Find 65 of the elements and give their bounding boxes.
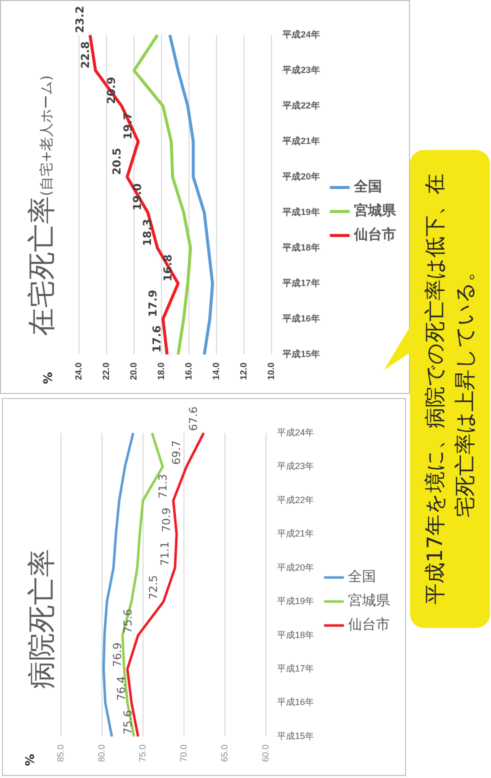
data-label: 22.8 [78,41,92,68]
y-tick-label: 平成18年 [276,630,314,640]
y-tick-label: 平成20年 [276,562,314,572]
text: 平成17年を境に、病院での死亡率は低下、在宅死亡率は上昇している。 [410,150,490,628]
data-label: 17.9 [146,290,160,317]
data-label: 16.8 [161,254,174,282]
y-tick-label: 平成20年 [282,171,320,182]
legend-label: 仙台市 [348,617,390,634]
data-label: 70.9 [160,508,173,532]
data-label: 23.2 [73,6,86,33]
x-tick-label: 80.0 [96,744,106,762]
x-tick-label: 85.0 [55,744,66,762]
data-label: 75.6 [121,608,134,634]
legend-label: 仙台市 [352,226,396,244]
legend-label: 全国 [352,179,382,196]
y-tick-label: 平成17年 [282,278,320,288]
y-tick-label: 平成16年 [282,313,320,324]
data-label: 19.0 [131,183,144,210]
legend-label: 宮城県 [354,202,397,220]
x-tick-label: 60.0 [260,744,270,762]
y-tick-label: 平成15年 [282,348,320,359]
x-tick-label: 20.0 [128,362,139,380]
x-tick-label: 70.0 [178,744,188,762]
x-tick-label: 10.0 [266,362,276,380]
y-tick-label: 平成19年 [282,206,320,217]
data-label: 17.6 [150,324,164,352]
data-label: 72.5 [146,575,160,600]
legend-label: 宮城県 [348,593,390,610]
x-tick-label: 22.0 [101,362,112,380]
y-tick-label: 平成17年 [276,664,314,674]
y-tick-label: 平成19年 [276,596,314,606]
data-label: 76.9 [110,642,124,668]
text: 病院死亡率 [24,549,59,689]
x-tick-label: 16.0 [184,362,194,380]
data-label: 71.3 [156,474,170,498]
x-tick-label: 75.0 [137,744,148,762]
data-label: 75.6 [121,710,134,734]
legend-label: 全国 [348,569,376,586]
x-tick-label: 12.0 [238,362,249,380]
y-tick-label: 平成21年 [276,528,314,539]
x-tick-label: 65.0 [219,744,230,762]
y-tick-label: 平成22年 [282,100,320,110]
y-tick-label: 平成23年 [276,461,314,472]
data-label: 20.9 [105,76,118,104]
text: (自宅+老人ホーム) [39,75,55,196]
x-tick-label: 24.0 [73,362,84,380]
y-tick-label: 平成22年 [276,494,314,505]
x-tick-label: 14.0 [211,362,222,380]
y-tick-label: 平成16年 [276,697,314,708]
data-label: 69.7 [170,440,183,465]
data-label: 67.6 [187,406,200,431]
x-tick-label: 18.0 [156,362,166,380]
y-tick-label: 平成18年 [282,242,320,252]
text: % [23,754,38,766]
y-tick-label: 平成23年 [282,64,320,75]
data-label: 71.1 [158,541,172,566]
data-label: 20.5 [110,148,124,175]
data-label: 18.3 [140,218,154,246]
data-label: 19.7 [122,112,135,140]
data-label: 76.4 [114,676,128,701]
y-tick-label: 平成24年 [276,427,314,438]
y-tick-label: 平成24年 [282,29,320,40]
y-tick-label: 平成21年 [282,136,320,146]
y-tick-label: 平成15年 [276,730,314,741]
text: % [41,372,56,384]
